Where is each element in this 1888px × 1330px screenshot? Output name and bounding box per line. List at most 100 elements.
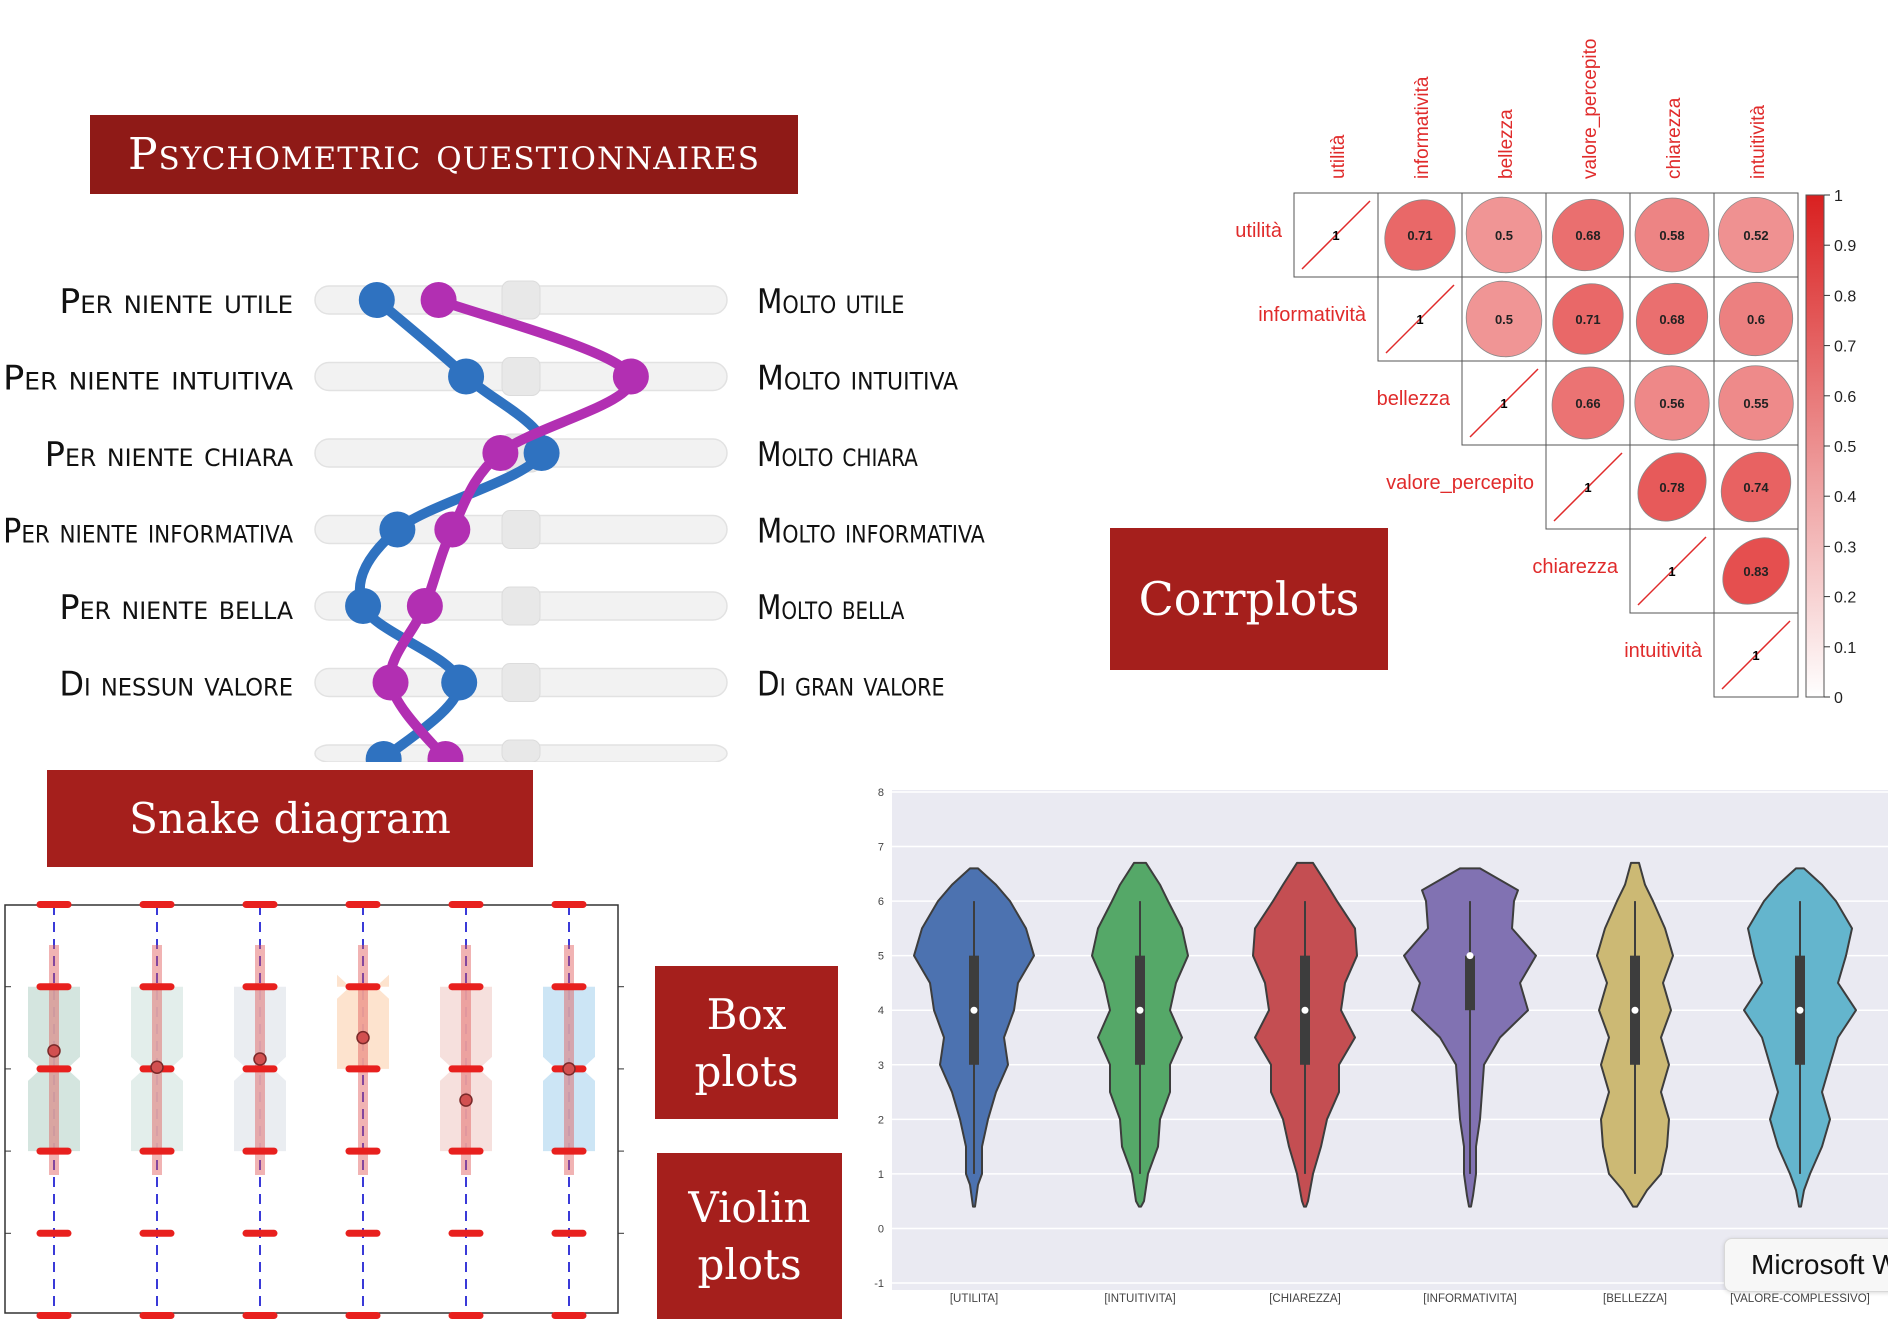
violin-plots: 8 7 6 5 4 3 2 1 0 -1 [UTILITA] [INTUITIVITA] [CHIARE… <box>874 787 1888 1305</box>
violin-y-tick-label: 6 <box>878 896 884 908</box>
snake-point <box>372 664 409 701</box>
corr-ellipse <box>1637 452 1707 522</box>
box-rating-spread <box>152 945 162 1175</box>
snake-point <box>441 664 478 701</box>
snake-diagram-label: Snake diagram <box>129 794 451 843</box>
corrplots-label: Corrplots <box>1138 572 1360 626</box>
box-mean-point <box>253 1052 267 1066</box>
corr-diagonal-line <box>1637 536 1707 606</box>
violin-x-tick-label: [UTILITA] <box>950 1293 998 1305</box>
box <box>337 974 389 1069</box>
violin-y-tick-label: 2 <box>878 1114 884 1126</box>
corr-value: 0.6 <box>1747 312 1765 327</box>
colorbar-tick-label: 0.6 <box>1834 389 1856 406</box>
corr-column-label: chiarezza <box>1664 97 1685 179</box>
tooltip-text: Microsoft W <box>1751 1249 1888 1280</box>
corrplot: utilità informatività bellezza valore_perce… <box>1235 39 1856 707</box>
violin-y-tick-label: -1 <box>874 1278 884 1290</box>
corr-value: 0.71 <box>1575 312 1600 327</box>
snake-right-label: Molto chiara <box>757 435 918 475</box>
snake-point <box>406 588 443 624</box>
snake-right-label: Molto intuitiva <box>757 359 958 399</box>
colorbar-tick-label: 0.2 <box>1834 590 1856 607</box>
corr-ellipse <box>1718 365 1794 441</box>
colorbar-tick-label: 0.9 <box>1834 238 1856 255</box>
violin-median <box>970 1006 978 1014</box>
box-plots <box>4 901 624 1319</box>
corr-diagonal-value: 1 <box>1668 564 1675 579</box>
box-plots-banner: Box plots <box>655 966 838 1119</box>
corr-row-label: chiarezza <box>1532 556 1618 578</box>
box-mean-point <box>459 1093 473 1107</box>
snake-right-label: Molto bella <box>757 588 905 628</box>
violin-y-tick-label: 0 <box>878 1223 884 1235</box>
corr-value: 0.71 <box>1407 228 1432 243</box>
corr-ellipse <box>1465 280 1543 358</box>
corr-value: 0.52 <box>1743 228 1768 243</box>
box-plots-label-line1: Box <box>706 989 787 1039</box>
corr-ellipse <box>1551 198 1625 272</box>
corr-column-label: utilità <box>1328 134 1349 179</box>
corr-ellipse <box>1634 197 1710 273</box>
snake-point <box>345 588 382 624</box>
violin-x-tick-label: [BELLEZZA] <box>1603 1293 1667 1305</box>
corr-ellipse <box>1718 281 1794 357</box>
corr-value: 0.68 <box>1659 312 1684 327</box>
box-rating-spread <box>461 945 471 1175</box>
corr-diagonal-value: 1 <box>1416 312 1423 327</box>
corr-ellipse <box>1722 537 1790 605</box>
slider-thumb <box>501 739 541 763</box>
corr-row-label: intuitività <box>1624 640 1703 662</box>
corr-column-label: valore_percepito <box>1580 39 1601 179</box>
colorbar-tick-label: 0.8 <box>1834 288 1856 305</box>
snake-diagram-banner: Snake diagram <box>47 770 533 867</box>
snake-point <box>434 511 471 548</box>
corr-value: 0.56 <box>1659 396 1684 411</box>
corr-diagonal-line <box>1301 200 1371 270</box>
corr-value: 0.78 <box>1659 480 1684 495</box>
snake-point <box>358 282 395 318</box>
snake-point <box>365 741 402 762</box>
snake-left-label: Per niente intuitiva <box>3 359 293 399</box>
corr-diagonal-value: 1 <box>1500 396 1507 411</box>
corr-diagonal-value: 1 <box>1584 480 1591 495</box>
violin-y-tick-label: 4 <box>878 1005 884 1017</box>
page-title: Psychometric questionnaires <box>127 129 761 180</box>
colorbar-tick-label: 1 <box>1834 188 1843 205</box>
snake-left-label: Per niente informativa <box>3 512 293 552</box>
box-plot-frame <box>4 904 619 1314</box>
snake-left-label: Per niente bella <box>59 588 293 628</box>
corr-ellipse <box>1720 451 1792 523</box>
snake-left-label: Per niente chiara <box>45 435 293 475</box>
snake-point <box>523 435 560 471</box>
violin-iqr-box <box>1465 955 1475 1011</box>
violin-x-tick-label: [INFORMATIVITA] <box>1423 1293 1517 1305</box>
corr-row-label: valore_percepito <box>1386 472 1534 494</box>
corr-ellipse <box>1384 199 1456 271</box>
corr-row-label: utilità <box>1235 220 1283 242</box>
box-mean-point <box>356 1030 370 1045</box>
corr-row-label: bellezza <box>1377 388 1451 410</box>
corr-diagonal-value: 1 <box>1332 228 1339 243</box>
violin-y-tick-label: 8 <box>878 787 884 799</box>
corr-value: 0.5 <box>1495 228 1513 243</box>
colorbar-tick-label: 0.3 <box>1834 539 1856 556</box>
violin-plots-label-line1: Violin <box>688 1183 811 1232</box>
corr-value: 0.58 <box>1659 228 1684 243</box>
colorbar-tick-label: 0.7 <box>1834 339 1856 356</box>
box-mean-point <box>562 1062 576 1076</box>
violin-x-tick-label: [INTUITIVITA] <box>1104 1293 1175 1305</box>
colorbar-tick-label: 0.4 <box>1834 489 1856 506</box>
corr-diagonal-line <box>1721 620 1791 690</box>
violin-x-tick-label: [CHIAREZZA] <box>1269 1293 1341 1305</box>
violin-y-tick-label: 5 <box>878 951 884 963</box>
snake-right-label: Di gran valore <box>757 665 945 705</box>
corr-ellipse <box>1634 365 1710 441</box>
corr-value: 0.83 <box>1743 564 1768 579</box>
snake-point <box>482 435 519 471</box>
tooltip: Microsoft W <box>1724 1238 1888 1292</box>
snake-diagram: Per niente utile Molto utile Per niente in… <box>0 280 985 792</box>
snake-left-label: Per niente utile <box>59 282 293 322</box>
corr-diagonal-line <box>1385 284 1455 354</box>
slider-thumb <box>501 586 541 626</box>
